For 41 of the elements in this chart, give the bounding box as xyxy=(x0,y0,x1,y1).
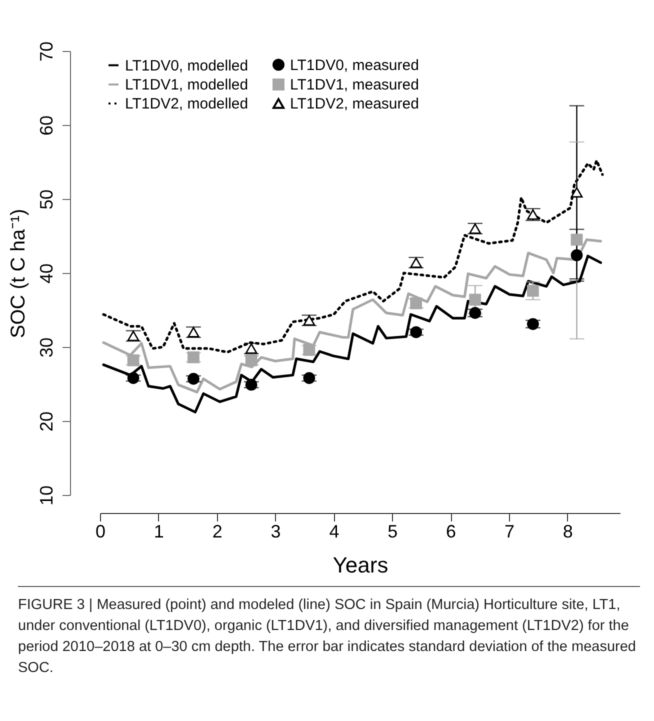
x-tick-label: 7 xyxy=(504,522,514,542)
point xyxy=(527,284,539,297)
point xyxy=(570,234,583,246)
point xyxy=(570,187,583,198)
point xyxy=(188,372,200,385)
y-tick-label: 40 xyxy=(36,263,56,284)
legend-label: LT1DV2, measured xyxy=(290,96,419,112)
line-series xyxy=(102,238,602,394)
point xyxy=(188,326,200,338)
y-tick-label: 20 xyxy=(36,411,56,432)
x-tick-label: 2 xyxy=(212,522,222,542)
legend-label: LT1DV1, modelled xyxy=(125,76,248,94)
legend-label: LT1DV1, measured xyxy=(290,76,419,94)
x-tick-label: 6 xyxy=(446,522,456,542)
x-tick-label: 4 xyxy=(329,522,340,542)
point xyxy=(527,318,539,330)
legend-label: LT1DV0, measured xyxy=(290,56,419,74)
y-tick-label: 60 xyxy=(36,115,56,136)
point xyxy=(527,209,539,220)
y-tick-label: 30 xyxy=(36,337,56,358)
point xyxy=(127,372,140,384)
legend-label: LT1DV0, modelled xyxy=(125,57,248,74)
legend-label: LT1DV2, modelled xyxy=(125,96,248,112)
y-tick-label: 10 xyxy=(36,485,56,506)
point xyxy=(469,307,482,319)
y-axis-title: SOC (t C ha⁻¹) xyxy=(8,208,30,338)
x-tick-label: 1 xyxy=(154,522,164,542)
point xyxy=(469,294,482,306)
x-tick-label: 3 xyxy=(270,522,281,542)
x-tick-label: 5 xyxy=(388,522,398,542)
y-tick-label: 50 xyxy=(36,189,56,210)
x-tick-label: 0 xyxy=(95,522,106,542)
point xyxy=(188,351,200,364)
y-tick-label: 70 xyxy=(36,41,56,62)
x-tick-label: 8 xyxy=(562,522,573,542)
x-axis-title: Years xyxy=(332,552,388,578)
point xyxy=(303,372,316,384)
caption: FIGURE 3 | Measured (point) and modeled (line) SOC in Spain (Murcia) Horticulture site, LT1, under conventional (LT1DV0), organic (LT1DV1), and diversified management (LT1DV2) for the period 2010–2018 at 0–30 cm depth. The error bar indicates standard deviation of the measured SOC. xyxy=(18,596,637,678)
point xyxy=(570,249,583,262)
point xyxy=(410,326,422,338)
point xyxy=(245,378,258,391)
